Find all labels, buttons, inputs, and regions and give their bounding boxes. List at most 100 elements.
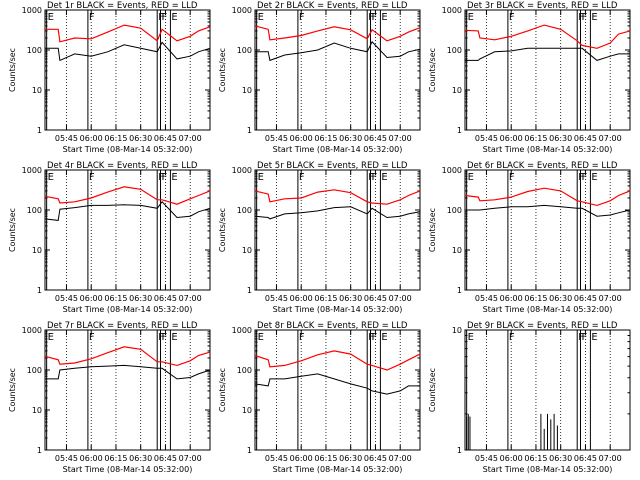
- marker-label: F: [372, 172, 378, 183]
- x-tick-label: 06:00: [500, 294, 523, 303]
- plot-frame: [464, 169, 631, 291]
- x-tick-label: 07:00: [179, 454, 202, 463]
- marker-label: F: [89, 172, 95, 183]
- y-tick-label: 100: [27, 206, 42, 215]
- x-tick-label: 06:45: [154, 134, 177, 143]
- marker-label: E: [48, 332, 54, 343]
- series-line-events: [465, 204, 631, 217]
- x-tick-label: 06:30: [549, 134, 572, 143]
- y-tick-label: 10: [32, 406, 42, 415]
- x-tick-label: 07:00: [389, 134, 412, 143]
- x-tick-label: 07:00: [599, 134, 622, 143]
- marker-label: E: [48, 172, 54, 183]
- marker-label: F: [368, 12, 374, 23]
- marker-label: F: [509, 172, 515, 183]
- marker-label: E: [591, 332, 597, 343]
- series-line-lld: [254, 25, 421, 42]
- x-tick-label: 06:15: [524, 294, 547, 303]
- marker-label: F: [89, 12, 95, 23]
- marker-label: F: [509, 12, 515, 23]
- marker-label: E: [591, 172, 597, 183]
- plot-panel: Det 3r BLACK = Events, RED = LLD 1 10 100 10…: [428, 1, 631, 154]
- marker-label: F: [509, 332, 515, 343]
- x-tick-label: 06:45: [574, 294, 597, 303]
- marker-label: E: [468, 332, 474, 343]
- series-line-lld: [44, 186, 211, 205]
- marker-label: F: [299, 332, 305, 343]
- series-line-events: [254, 206, 421, 220]
- y-tick-label: 10: [32, 246, 42, 255]
- y-tick-label: 1000: [232, 166, 252, 175]
- marker-label: E: [381, 332, 387, 343]
- x-axis-label: Start Time (08-Mar-14 05:32:00): [63, 145, 193, 154]
- plot-frame: [44, 9, 211, 131]
- marker-label: E: [258, 12, 264, 23]
- marker-label: E: [591, 12, 597, 23]
- x-tick-label: 05:45: [55, 294, 78, 303]
- x-tick-label: 07:00: [179, 134, 202, 143]
- marker-label: F: [162, 172, 168, 183]
- x-tick-label: 07:00: [599, 294, 622, 303]
- marker-label: E: [171, 332, 177, 343]
- x-axis-label: Start Time (08-Mar-14 05:32:00): [273, 305, 403, 314]
- plot-panel: Det 8r BLACK = Events, RED = LLD 1 10 100 10…: [218, 321, 421, 474]
- y-tick-label: 1000: [232, 326, 252, 335]
- marker-label: F: [158, 12, 164, 23]
- x-tick-label: 06:45: [364, 454, 387, 463]
- y-tick-label: 1: [457, 286, 462, 295]
- y-tick-label: 1000: [22, 166, 42, 175]
- series-line-lld: [45, 24, 211, 43]
- x-tick-label: 06:45: [364, 294, 387, 303]
- y-tick-label: 1: [247, 446, 252, 455]
- marker-label: F: [368, 172, 374, 183]
- y-tick-label: 1000: [22, 326, 42, 335]
- marker-label: E: [258, 172, 264, 183]
- y-tick-label: 1000: [442, 166, 462, 175]
- series-line-lld: [464, 24, 631, 49]
- x-tick-label: 05:45: [475, 134, 498, 143]
- y-tick-label: 1000: [442, 6, 462, 15]
- x-axis-label: Start Time (08-Mar-14 05:32:00): [483, 465, 613, 474]
- x-axis-label: Start Time (08-Mar-14 05:32:00): [63, 465, 193, 474]
- x-tick-label: 07:00: [389, 294, 412, 303]
- plot-title: Det 6r BLACK = Events, RED = LLD: [467, 161, 618, 171]
- y-tick-label: 1000: [232, 6, 252, 15]
- y-tick-label: 100: [447, 46, 462, 55]
- marker-label: F: [578, 12, 584, 23]
- x-tick-label: 06:15: [104, 454, 127, 463]
- y-tick-label: 100: [237, 206, 252, 215]
- y-axis-label: Counts/sec: [8, 48, 17, 92]
- x-tick-label: 06:30: [129, 294, 152, 303]
- x-tick-label: 05:45: [265, 294, 288, 303]
- y-tick-label: 1: [37, 286, 42, 295]
- marker-label: E: [468, 172, 474, 183]
- marker-label: E: [258, 332, 264, 343]
- plot-panel: Det 7r BLACK = Events, RED = LLD 1 10 100 10…: [8, 321, 211, 474]
- y-tick-label: 100: [447, 206, 462, 215]
- series-line-events: [44, 201, 211, 221]
- marker-label: F: [162, 332, 168, 343]
- series-line-lld: [464, 187, 631, 207]
- x-tick-label: 06:30: [339, 454, 362, 463]
- plot-panel: Det 9r BLACK = Events, RED = LLD 1 10 Count…: [428, 321, 631, 474]
- series-line-events: [465, 47, 630, 61]
- y-axis-label: Counts/sec: [8, 368, 17, 412]
- x-tick-label: 06:00: [80, 454, 103, 463]
- x-tick-label: 06:00: [500, 454, 523, 463]
- plot-panel: Det 1r BLACK = Events, RED = LLD 1 10 100 10…: [8, 1, 211, 154]
- marker-label: F: [582, 12, 588, 23]
- y-tick-label: 1: [247, 286, 252, 295]
- y-axis-label: Counts/sec: [428, 48, 437, 92]
- x-tick-label: 07:00: [179, 294, 202, 303]
- plot-frame: [254, 329, 421, 451]
- marker-label: F: [162, 12, 168, 23]
- y-axis-label: Counts/sec: [8, 208, 17, 252]
- plot-title: Det 3r BLACK = Events, RED = LLD: [467, 1, 618, 11]
- marker-label: E: [171, 12, 177, 23]
- y-tick-label: 10: [242, 406, 252, 415]
- plot-title: Det 5r BLACK = Events, RED = LLD: [257, 161, 408, 171]
- marker-label: F: [372, 332, 378, 343]
- x-tick-label: 05:45: [265, 134, 288, 143]
- plot-frame: [254, 169, 421, 291]
